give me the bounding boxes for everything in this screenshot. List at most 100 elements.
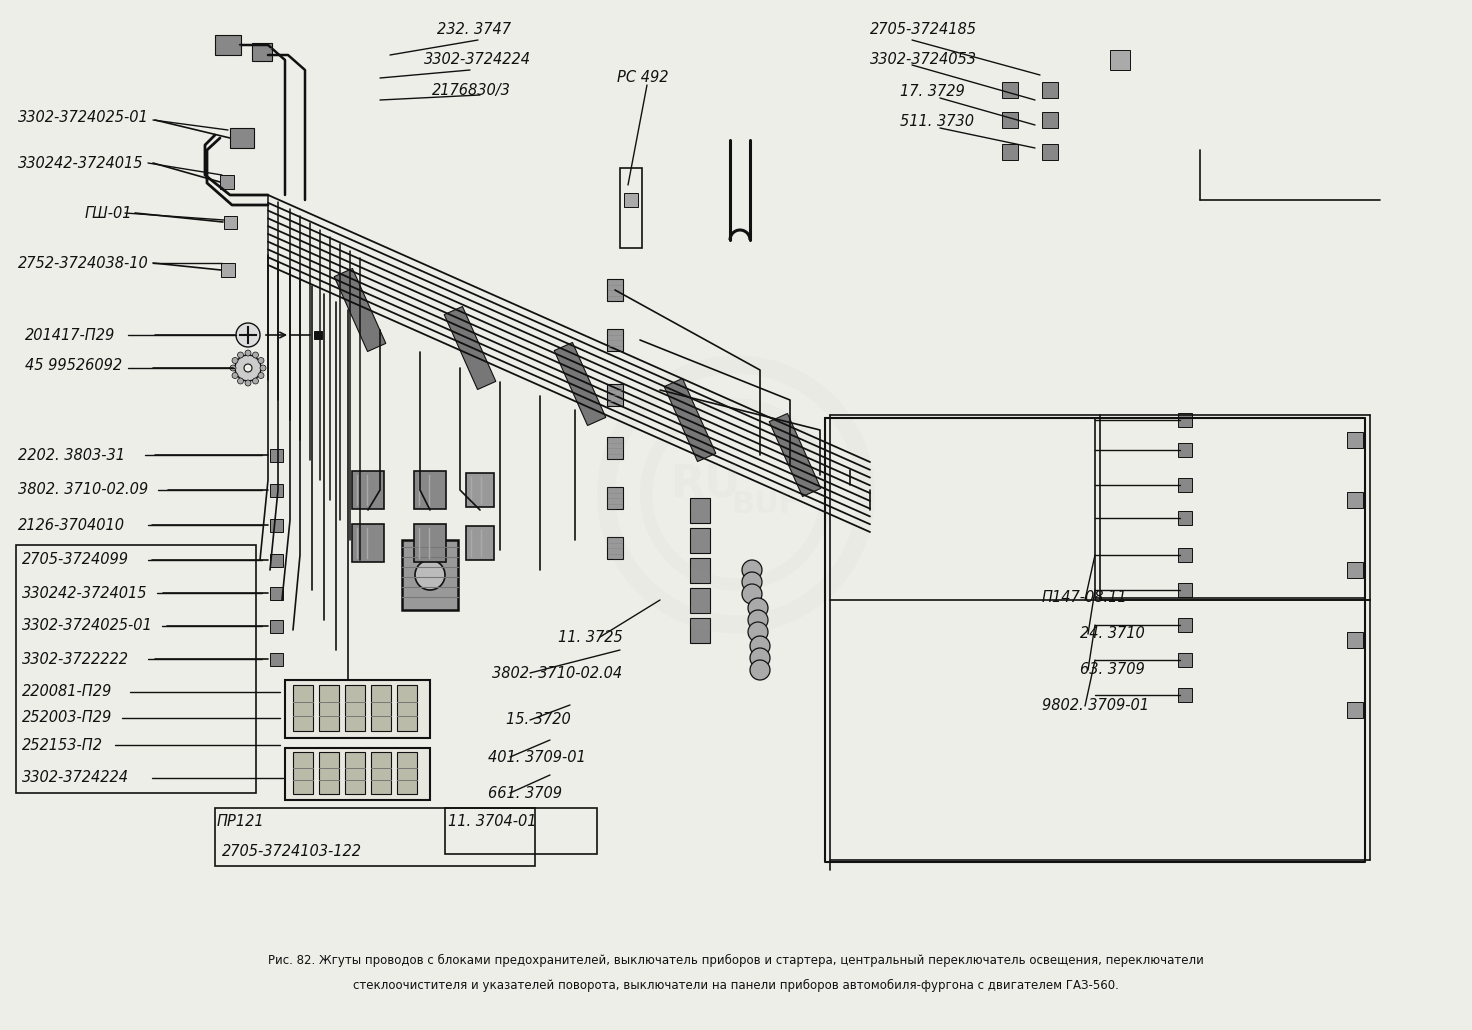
- Text: 17. 3729: 17. 3729: [899, 83, 964, 99]
- Bar: [1347, 492, 1363, 508]
- Text: 3302-3724224: 3302-3724224: [22, 770, 130, 786]
- Bar: [219, 175, 234, 188]
- Bar: [352, 524, 384, 562]
- Bar: [319, 685, 339, 731]
- Circle shape: [742, 560, 762, 580]
- Text: RU: RU: [671, 462, 742, 506]
- Circle shape: [742, 572, 762, 592]
- Bar: [664, 378, 715, 461]
- Bar: [620, 168, 642, 248]
- Bar: [414, 524, 446, 562]
- Text: 3302-3722222: 3302-3722222: [22, 652, 130, 666]
- Bar: [1347, 702, 1363, 718]
- Bar: [606, 437, 623, 459]
- Bar: [1110, 50, 1130, 70]
- Bar: [269, 483, 283, 496]
- Bar: [1347, 432, 1363, 448]
- Circle shape: [748, 622, 768, 642]
- Circle shape: [261, 365, 266, 371]
- Bar: [334, 269, 386, 351]
- Bar: [1178, 653, 1192, 667]
- Circle shape: [233, 373, 238, 378]
- Bar: [269, 619, 283, 632]
- Bar: [319, 752, 339, 794]
- Text: 3802. 3710-02.04: 3802. 3710-02.04: [492, 665, 623, 681]
- Bar: [690, 587, 710, 613]
- Bar: [690, 618, 710, 643]
- Bar: [1178, 443, 1192, 457]
- Text: 220081-П29: 220081-П29: [22, 685, 112, 699]
- Text: 63. 3709: 63. 3709: [1080, 662, 1145, 678]
- Text: 401. 3709-01: 401. 3709-01: [489, 750, 586, 764]
- Text: 24. 3710: 24. 3710: [1080, 626, 1145, 642]
- Text: 232. 3747: 232. 3747: [437, 23, 511, 37]
- Bar: [402, 540, 458, 610]
- Bar: [16, 545, 256, 793]
- Bar: [1002, 82, 1019, 98]
- Text: 9802. 3709-01: 9802. 3709-01: [1042, 698, 1150, 714]
- Circle shape: [236, 355, 261, 381]
- Bar: [1178, 688, 1192, 702]
- Circle shape: [236, 323, 261, 347]
- Bar: [1347, 632, 1363, 648]
- Bar: [606, 537, 623, 559]
- Bar: [1347, 562, 1363, 578]
- Text: 2126-3704010: 2126-3704010: [18, 517, 125, 533]
- Circle shape: [748, 598, 768, 618]
- Circle shape: [415, 560, 445, 590]
- Bar: [224, 215, 237, 229]
- Bar: [1178, 583, 1192, 597]
- Text: 15. 3720: 15. 3720: [506, 713, 571, 727]
- Bar: [397, 752, 417, 794]
- Text: 3802. 3710-02.09: 3802. 3710-02.09: [18, 482, 149, 497]
- Text: 2176830/3: 2176830/3: [431, 83, 511, 99]
- Circle shape: [233, 357, 238, 364]
- Bar: [1042, 144, 1058, 160]
- Text: 511. 3730: 511. 3730: [899, 114, 974, 130]
- Bar: [344, 752, 365, 794]
- Bar: [215, 808, 534, 866]
- Bar: [690, 497, 710, 522]
- Bar: [770, 413, 821, 496]
- Text: 2705-3724103-122: 2705-3724103-122: [222, 844, 362, 858]
- Bar: [1002, 144, 1019, 160]
- Text: РС 492: РС 492: [617, 70, 668, 85]
- Bar: [397, 685, 417, 731]
- Text: 2202. 3803-31: 2202. 3803-31: [18, 447, 125, 462]
- Bar: [269, 448, 283, 461]
- Circle shape: [244, 350, 252, 356]
- Text: 3302-3724224: 3302-3724224: [424, 53, 531, 68]
- Text: 45 99526092: 45 99526092: [25, 357, 122, 373]
- Bar: [553, 343, 606, 425]
- Circle shape: [742, 584, 762, 604]
- Bar: [221, 263, 236, 277]
- Circle shape: [253, 378, 259, 384]
- Bar: [269, 652, 283, 665]
- Text: 201417-П29: 201417-П29: [25, 328, 115, 343]
- Text: 11. 3704-01: 11. 3704-01: [447, 815, 536, 829]
- Bar: [1042, 112, 1058, 128]
- Circle shape: [751, 636, 770, 656]
- Text: 11. 3725: 11. 3725: [558, 629, 623, 645]
- Circle shape: [237, 378, 243, 384]
- Bar: [690, 557, 710, 583]
- Text: 3302-3724053: 3302-3724053: [870, 53, 977, 68]
- Circle shape: [751, 660, 770, 680]
- Circle shape: [751, 648, 770, 668]
- Bar: [371, 752, 392, 794]
- Bar: [606, 487, 623, 509]
- Bar: [414, 471, 446, 509]
- Bar: [606, 384, 623, 406]
- Text: стеклоочистителя и указателей поворота, выключатели на панели приборов автомобил: стеклоочистителя и указателей поворота, …: [353, 978, 1119, 992]
- Circle shape: [258, 357, 263, 364]
- Circle shape: [244, 364, 252, 372]
- Text: Рис. 82. Жгуты проводов с блоками предохранителей, выключатель приборов и старте: Рис. 82. Жгуты проводов с блоками предох…: [268, 954, 1204, 966]
- Text: 252003-П29: 252003-П29: [22, 711, 112, 725]
- Bar: [269, 518, 283, 531]
- Bar: [467, 526, 495, 560]
- Bar: [344, 685, 365, 731]
- Bar: [352, 471, 384, 509]
- Bar: [286, 680, 430, 739]
- Text: 3302-3724025-01: 3302-3724025-01: [22, 618, 153, 633]
- Bar: [269, 553, 283, 566]
